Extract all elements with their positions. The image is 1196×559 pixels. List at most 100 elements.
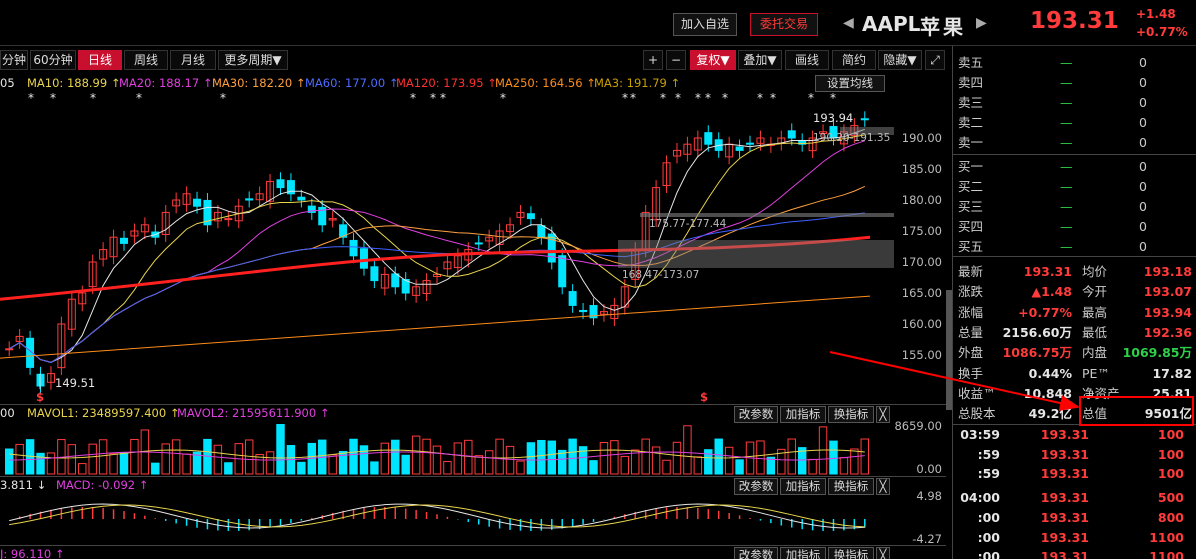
ma-settings-button[interactable]: 设置均线 <box>815 75 885 92</box>
stat-value: ▲1.48 <box>1031 284 1072 300</box>
stat-value: 192.36 <box>1143 324 1192 340</box>
stat-label: 总量 <box>958 324 984 340</box>
overlay-dropdown[interactable]: 叠加▼ <box>738 50 782 70</box>
bid-volume: 0 <box>1139 239 1147 254</box>
volume-bar <box>537 439 546 475</box>
tick-volume: 100 <box>1157 466 1184 482</box>
mavol2-label: MAVOL2: 21595611.900 ↑ <box>177 406 330 420</box>
ask-price: — <box>1060 115 1073 130</box>
macd-params-button[interactable]: 改参数 <box>734 478 778 495</box>
candle-body <box>224 218 233 221</box>
signal-star: * <box>808 92 814 105</box>
signal-star: * <box>28 92 34 105</box>
candle-body <box>860 118 869 121</box>
signal-star: * <box>705 92 711 105</box>
stat-value: +0.77% <box>1018 304 1072 320</box>
kdj-header <box>0 545 946 546</box>
stat-row: 总量 2156.60万 最低 192.36 <box>955 323 1196 343</box>
bid-label: 买四 <box>958 219 984 234</box>
chart-scrollbar[interactable] <box>946 290 952 410</box>
macd-add-indicator-button[interactable]: 加指标 <box>780 478 826 495</box>
volume-close-icon[interactable]: ╳ <box>876 406 890 423</box>
volume-add-indicator-button[interactable]: 加指标 <box>780 406 826 423</box>
hide-dropdown[interactable]: 隐藏▼ <box>878 50 922 70</box>
tick-time: :59 <box>977 446 1000 462</box>
add-watchlist-button[interactable]: 加入自选 <box>673 13 737 36</box>
bid-price: — <box>1060 179 1073 194</box>
signal-star: * <box>220 92 226 105</box>
volume-bar <box>328 454 337 475</box>
prev-stock-arrow-icon[interactable]: ◀ <box>843 15 854 31</box>
volume-bar <box>5 448 14 475</box>
kdj-switch-indicator-button[interactable]: 换指标 <box>828 547 874 559</box>
macd-axis-top: 4.98 <box>916 489 942 503</box>
macd-header <box>0 476 946 477</box>
ma-line <box>8 212 865 363</box>
bid-row-2: 买二 — 0 <box>955 177 1196 197</box>
fullscreen-icon[interactable]: ⤢ <box>925 50 945 70</box>
volume-bar <box>704 449 713 475</box>
volume-bar <box>620 455 630 475</box>
stats-divider <box>952 256 1196 257</box>
stat-label: PE™ <box>1082 365 1110 381</box>
volume-switch-indicator-button[interactable]: 换指标 <box>828 406 874 423</box>
draw-line-button[interactable]: 画线 <box>785 50 829 70</box>
signal-star: * <box>90 92 96 105</box>
candle-body <box>193 198 202 207</box>
candle-body <box>558 255 567 288</box>
candle-body <box>547 233 556 263</box>
tick-row: :00 193.31 800 <box>955 508 1196 528</box>
volume-bar <box>380 442 390 475</box>
candle-body <box>119 237 128 244</box>
kdj-params-button[interactable]: 改参数 <box>734 547 778 559</box>
bid-price: — <box>1060 239 1073 254</box>
candle-body <box>746 142 755 145</box>
simple-button[interactable]: 简约 <box>832 50 876 70</box>
volume-bar <box>130 438 139 475</box>
kdj-add-indicator-button[interactable]: 加指标 <box>780 547 826 559</box>
candle-body <box>516 211 525 218</box>
kdj-close-icon[interactable]: ╳ <box>876 547 890 559</box>
tab-minute[interactable]: 分钟 <box>0 50 28 70</box>
candle-body <box>140 224 149 233</box>
zoom-in-button[interactable]: + <box>643 50 663 70</box>
volume-bar <box>46 452 56 475</box>
range-box-upper <box>840 127 894 135</box>
price-chart[interactable]: * * * * * * * * * * * * * * * * * * * * <box>0 92 946 404</box>
price-axis-185: 185.00 <box>901 162 942 176</box>
split-marker-1: $ <box>36 390 45 404</box>
volume-bar <box>411 435 421 475</box>
tick-price: 193.31 <box>1040 427 1089 442</box>
more-periods-dropdown[interactable]: 更多周期▼ <box>218 50 288 70</box>
macd-switch-indicator-button[interactable]: 换指标 <box>828 478 874 495</box>
volume-bar <box>599 442 609 475</box>
trade-button[interactable]: 委托交易 <box>750 13 818 36</box>
tab-monthly[interactable]: 月线 <box>170 50 216 70</box>
candle-body <box>370 266 379 282</box>
right-panel <box>952 46 1196 559</box>
volume-bar <box>756 440 765 475</box>
volume-bar <box>119 452 129 475</box>
candle-body <box>443 261 452 270</box>
tab-weekly[interactable]: 周线 <box>124 50 168 70</box>
candle-body <box>5 348 14 351</box>
next-stock-arrow-icon[interactable]: ▶ <box>976 15 987 31</box>
ask-volume: 0 <box>1139 135 1147 150</box>
zoom-out-button[interactable]: − <box>666 50 686 70</box>
candle-body <box>99 249 108 260</box>
volume-bar <box>829 440 838 475</box>
volume-bar <box>662 459 671 475</box>
volume-bar <box>359 445 369 475</box>
adjust-dropdown[interactable]: 复权▼ <box>690 50 736 70</box>
candle-body <box>328 218 337 221</box>
tab-daily[interactable]: 日线 <box>78 50 122 70</box>
macd-close-icon[interactable]: ╳ <box>876 478 890 495</box>
candle-body <box>433 273 441 277</box>
ma120-line <box>0 235 871 301</box>
candle-body <box>735 146 744 151</box>
tab-60min[interactable]: 60分钟 <box>30 50 76 70</box>
volume-params-button[interactable]: 改参数 <box>734 406 778 423</box>
symbol-code: AAPL <box>862 12 921 36</box>
candle-body <box>359 248 368 269</box>
volume-bar <box>224 462 233 475</box>
